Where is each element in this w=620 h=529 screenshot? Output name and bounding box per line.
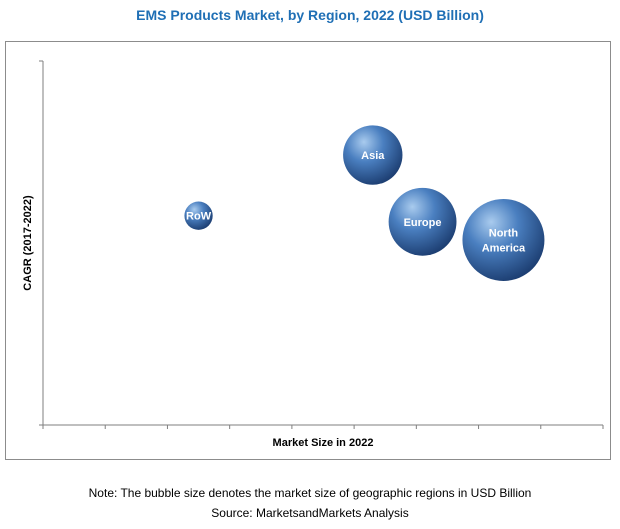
bubble-label-north-america: North America xyxy=(482,227,526,254)
bubble-asia xyxy=(343,125,403,185)
bubble-size-note: Note: The bubble size denotes the market… xyxy=(88,486,532,500)
bubble-label-asia: Asia xyxy=(361,150,385,162)
bubble-row xyxy=(184,201,213,230)
bubble-label-europe: Europe xyxy=(404,217,442,229)
bubble-europe xyxy=(388,187,457,256)
chart-title: EMS Products Market, by Region, 2022 (US… xyxy=(136,7,484,23)
y-axis-label: CAGR (2017-2022) xyxy=(22,195,34,291)
x-axis-label: Market Size in 2022 xyxy=(273,437,374,449)
source-note: Source: MarketsandMarkets Analysis xyxy=(211,506,409,520)
bubble-chart: RoW Asia Europe North America Market Size in… xyxy=(22,60,604,449)
bubble-north-america xyxy=(462,198,545,281)
bubble-label-row: RoW xyxy=(186,211,212,223)
